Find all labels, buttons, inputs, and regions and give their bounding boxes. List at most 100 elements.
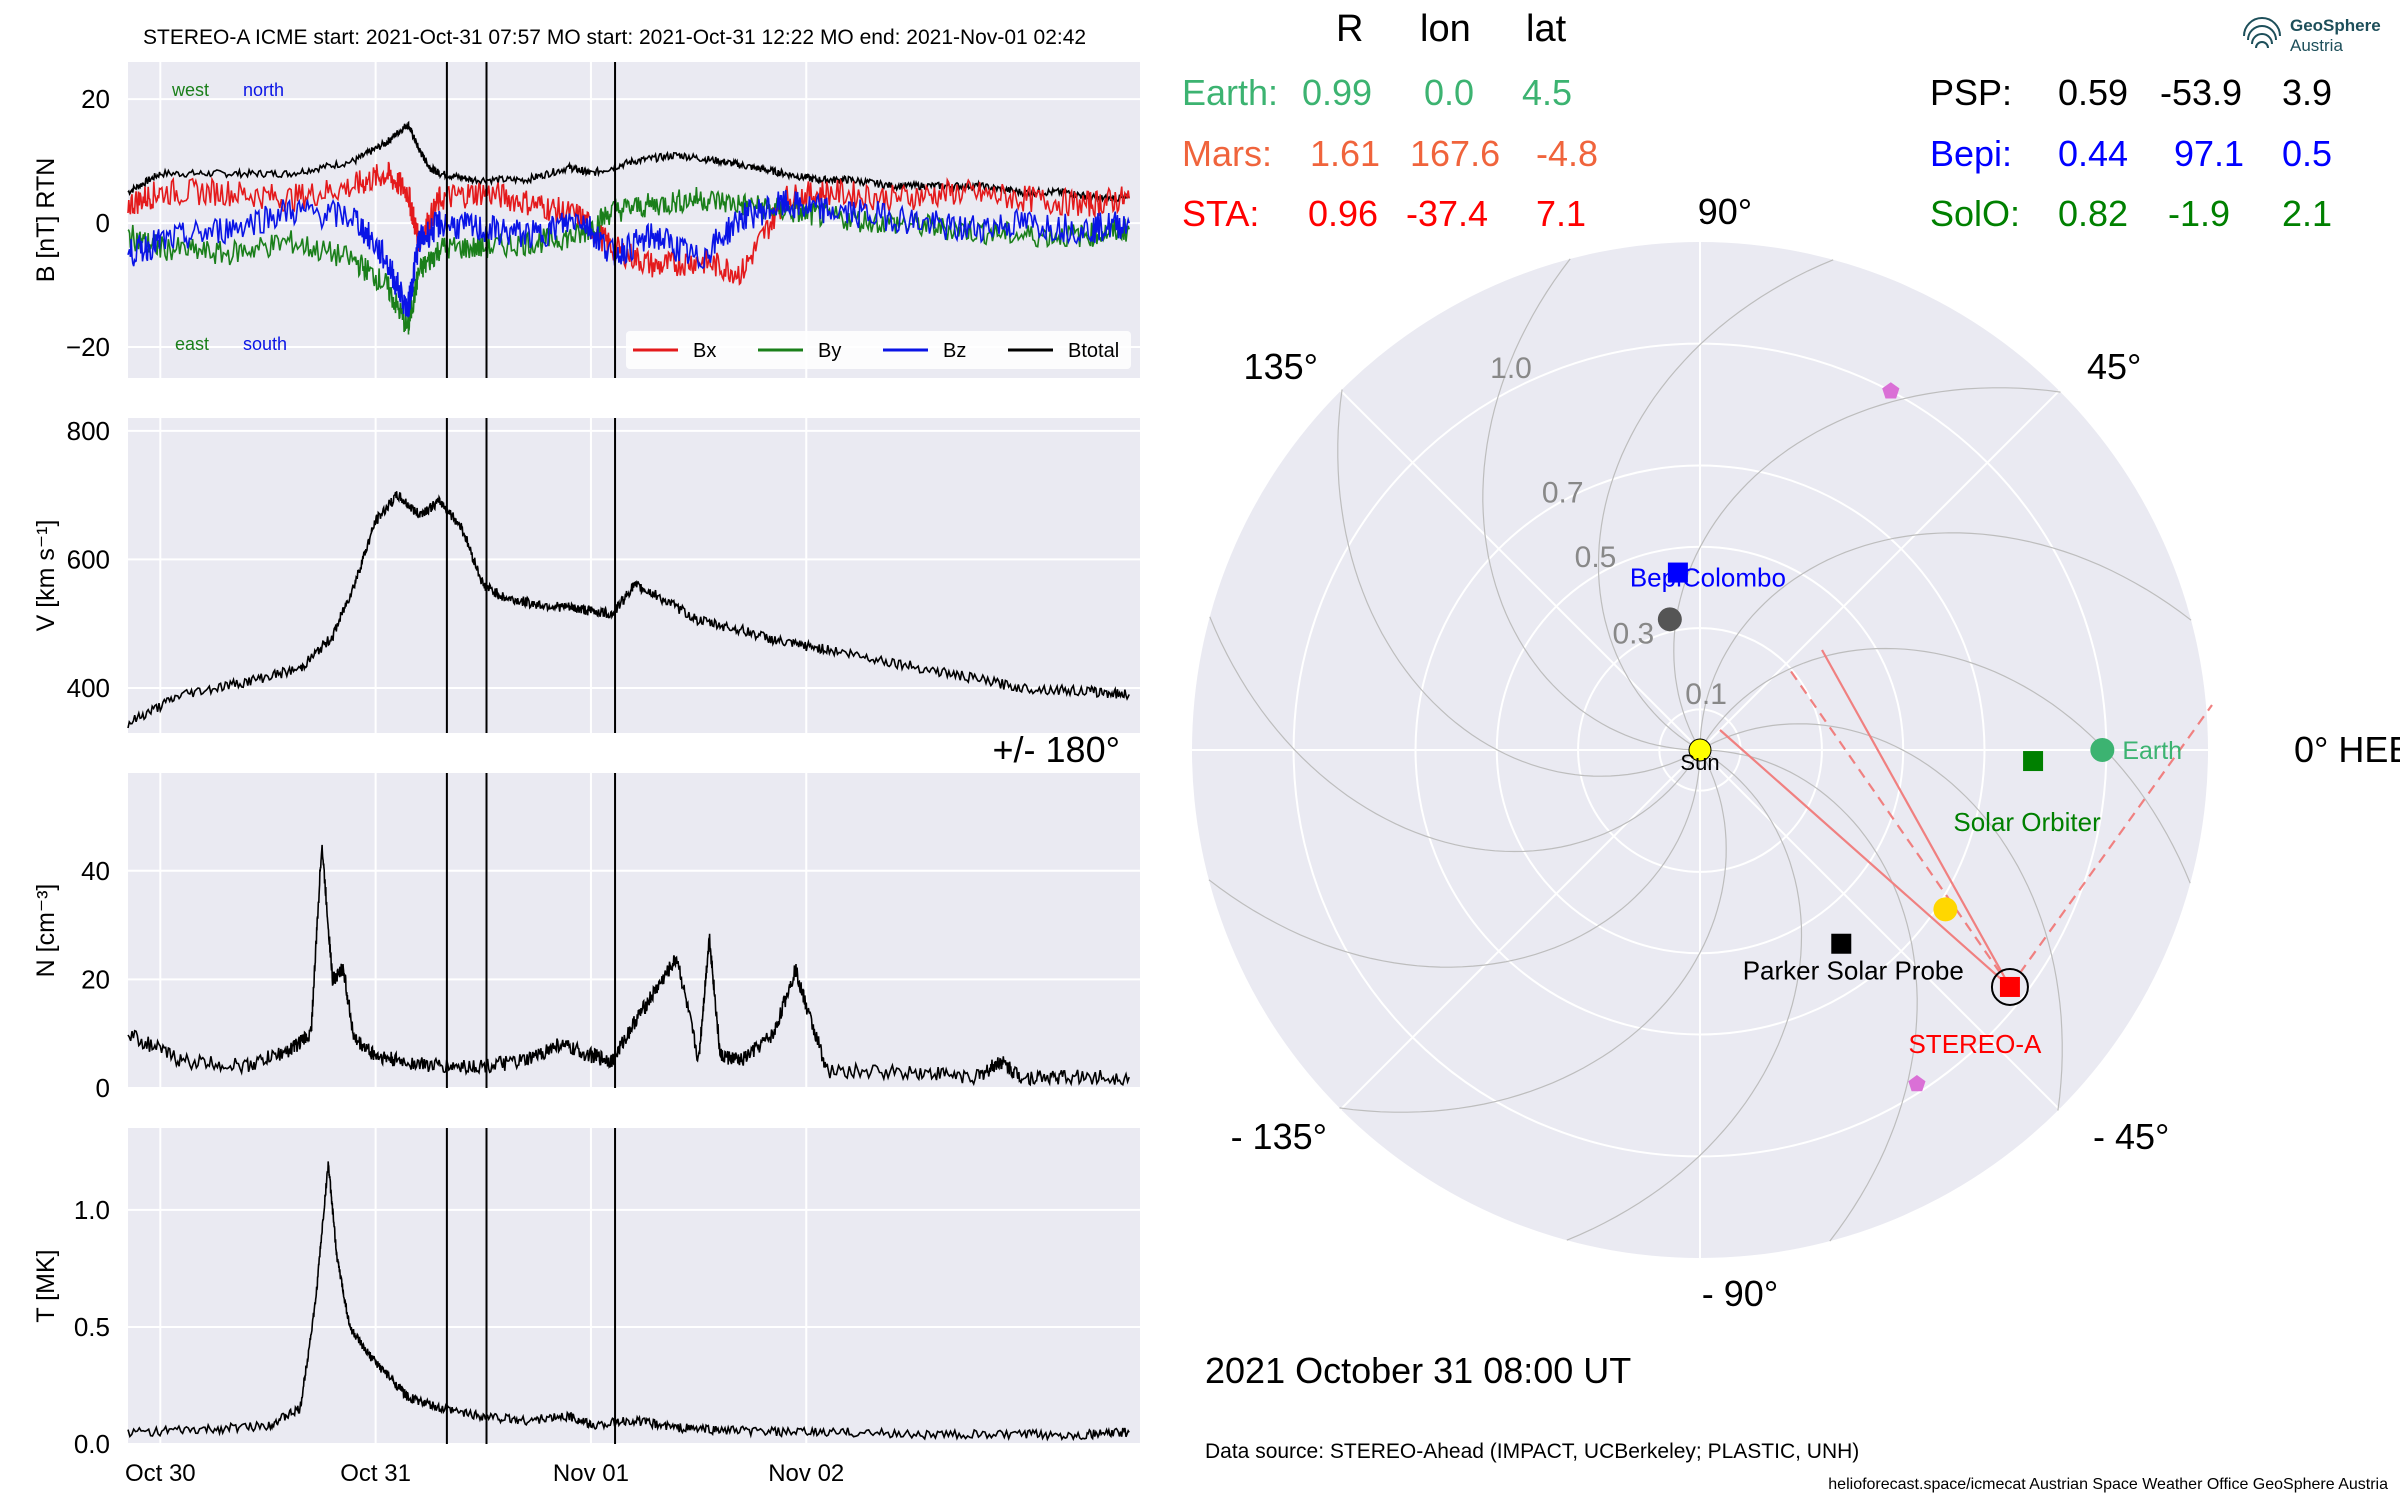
sun-marker [1688,738,1712,762]
mars-name: Mars: [1182,133,1272,174]
angular-grid-line [1699,749,2060,1110]
parker-spiral [1597,259,1834,751]
earth-marker [2090,738,2115,762]
parker-spiral [1339,749,1727,1113]
parker-solar-probe-label: Parker Solar Probe [1743,956,1964,986]
annotation-north: north [243,80,284,100]
pentagon-1-marker [1882,382,1900,399]
stereo-a-fov-line [1789,669,2011,988]
panel-background [128,1128,1140,1444]
logo-line2: Austria [2290,36,2343,55]
col-lon-header: lon [1420,8,1471,50]
radial-tick-label: 0.1 [1685,678,1727,711]
y-tick-label: 0.0 [74,1429,110,1459]
annotation-east: east [175,334,209,354]
col-r-header: R [1336,8,1364,50]
angular-grid-line [1340,749,1701,1110]
data-source: Data source: STEREO-Ahead (IMPACT, UCBer… [1205,1440,1860,1463]
angle-label: - 45° [2093,1116,2169,1157]
sta-r: 0.96 [1308,193,1379,234]
venus-marker [1933,897,1958,922]
radial-tick-label: 0.7 [1542,477,1584,510]
psp-name: PSP: [1930,72,2013,113]
row-bepi: Bepi: 0.44 97.1 0.5 [1930,133,2332,175]
y-tick-label: 800 [67,416,110,446]
row-psp: PSP: 0.59 -53.9 3.9 [1930,72,2332,114]
y-tick-label: 0 [96,1073,110,1103]
angle-label: 45° [2087,346,2141,387]
polar-plot: 0.1 0.3 0.5 0.7 1.0 0° HEEQ 45° 90° 135° +/- 180°… [993,191,2400,1314]
radial-tick-label: 0.3 [1612,617,1654,650]
angular-grid-line [1340,390,1701,751]
parker-spiral [1566,749,1803,1241]
parker-spiral [1208,749,1701,968]
mars-lat: -4.8 [1536,133,1599,174]
y-axis-label: B [nT] RTN [32,158,60,283]
psp-r: 0.59 [2058,72,2129,113]
stereo-a-fov-line [1719,729,2011,988]
y-tick-label: 40 [81,856,110,886]
bepicolombo-marker [1667,562,1688,583]
parker-spiral [1482,258,1701,751]
sta-lat: 7.1 [1536,193,1587,234]
col-lat-header: lat [1526,8,1567,50]
y-tick-label: −20 [66,332,110,362]
angle-label: 135° [1244,346,1318,387]
row-earth: Earth: 0.99 0.0 4.5 [1182,72,1572,114]
legend-label: Bz [943,340,966,362]
mercury-marker [1657,607,1682,632]
stereo-a-fov-line [1821,649,2011,988]
y-tick-label: 1.0 [74,1195,110,1225]
legend: Bx By Bz Btotal [626,331,1131,369]
sta-name: STA: [1182,193,1260,234]
geosphere-logo: GeoSphere Austria [2238,12,2388,64]
solo-r: 0.82 [2058,193,2129,234]
panel-density: 40 20 0 N [cm⁻³] [32,773,1140,1103]
angle-label: - 90° [1702,1273,1778,1314]
credits: helioforecast.space/icmecat Austrian Spa… [1828,1476,2388,1493]
logo-text: GeoSphere Austria [2290,16,2381,56]
row-solo: SolO: 0.82 -1.9 2.1 [1930,193,2332,235]
parker-spiral [1699,647,2191,884]
y-tick-label: 20 [81,84,110,114]
parker-spiral [1209,616,1701,853]
angle-label: +/- 180° [993,729,1120,770]
panel-temperature: 1.0 0.5 0.0 T [MK] Oct 30 Oct 31 Nov 01 Nov 02 [32,1128,1140,1487]
series-bx [127,161,1130,286]
psp-lat: 3.9 [2282,72,2333,113]
series-n [127,844,1130,1087]
series-btotal [127,120,1130,204]
solo-name: SolO: [1930,193,2021,234]
angular-grid-line [1699,390,2060,751]
legend-box [626,331,1131,369]
row-sta: STA: 0.96 -37.4 7.1 [1182,193,1586,235]
series-v [127,491,1130,729]
sta-lon: -37.4 [1406,193,1489,234]
annotation-south: south [243,334,287,354]
bepi-name: Bepi: [1930,133,2013,174]
x-tick-label: Oct 30 [125,1460,196,1487]
x-tick-label: Oct 31 [340,1460,411,1487]
panel-speed: 800 600 400 V [km s⁻¹] [32,416,1140,733]
row-mars: Mars: 1.61 167.6 -4.8 [1182,133,1598,175]
legend-label: By [818,340,841,362]
parker-spiral [1337,389,1701,777]
earth-lat: 4.5 [1522,72,1573,113]
solo-lon: -1.9 [2168,193,2231,234]
bepi-lat: 0.5 [2282,133,2333,174]
parker-solar-probe-marker [1831,933,1852,954]
panel-background [128,773,1140,1088]
solar-orbiter-marker [2023,751,2044,772]
y-axis-label: V [km s⁻¹] [32,520,60,632]
y-axis-label: N [cm⁻³] [32,884,60,978]
y-tick-label: 0.5 [74,1312,110,1342]
y-tick-label: 600 [67,544,110,574]
y-axis-label: T [MK] [32,1249,60,1322]
y-tick-label: 20 [81,964,110,994]
panel-background [128,418,1140,733]
event-header: STEREO-A ICME start: 2021-Oct-31 07:57 M… [143,26,1087,49]
bepicolombo-label: BepiColombo [1630,563,1786,593]
stereo-a-ring [1990,967,2029,1006]
x-tick-label: Nov 02 [768,1460,844,1487]
